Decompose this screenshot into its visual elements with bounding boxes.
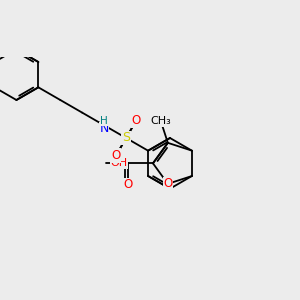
Text: OH: OH	[110, 158, 127, 168]
Text: O: O	[111, 149, 121, 162]
Text: CH₃: CH₃	[150, 116, 171, 126]
Text: N: N	[100, 122, 109, 136]
Text: O: O	[163, 177, 172, 190]
Text: O: O	[123, 178, 132, 191]
Text: S: S	[122, 131, 130, 145]
Text: O: O	[132, 114, 141, 127]
Text: H: H	[100, 116, 108, 126]
